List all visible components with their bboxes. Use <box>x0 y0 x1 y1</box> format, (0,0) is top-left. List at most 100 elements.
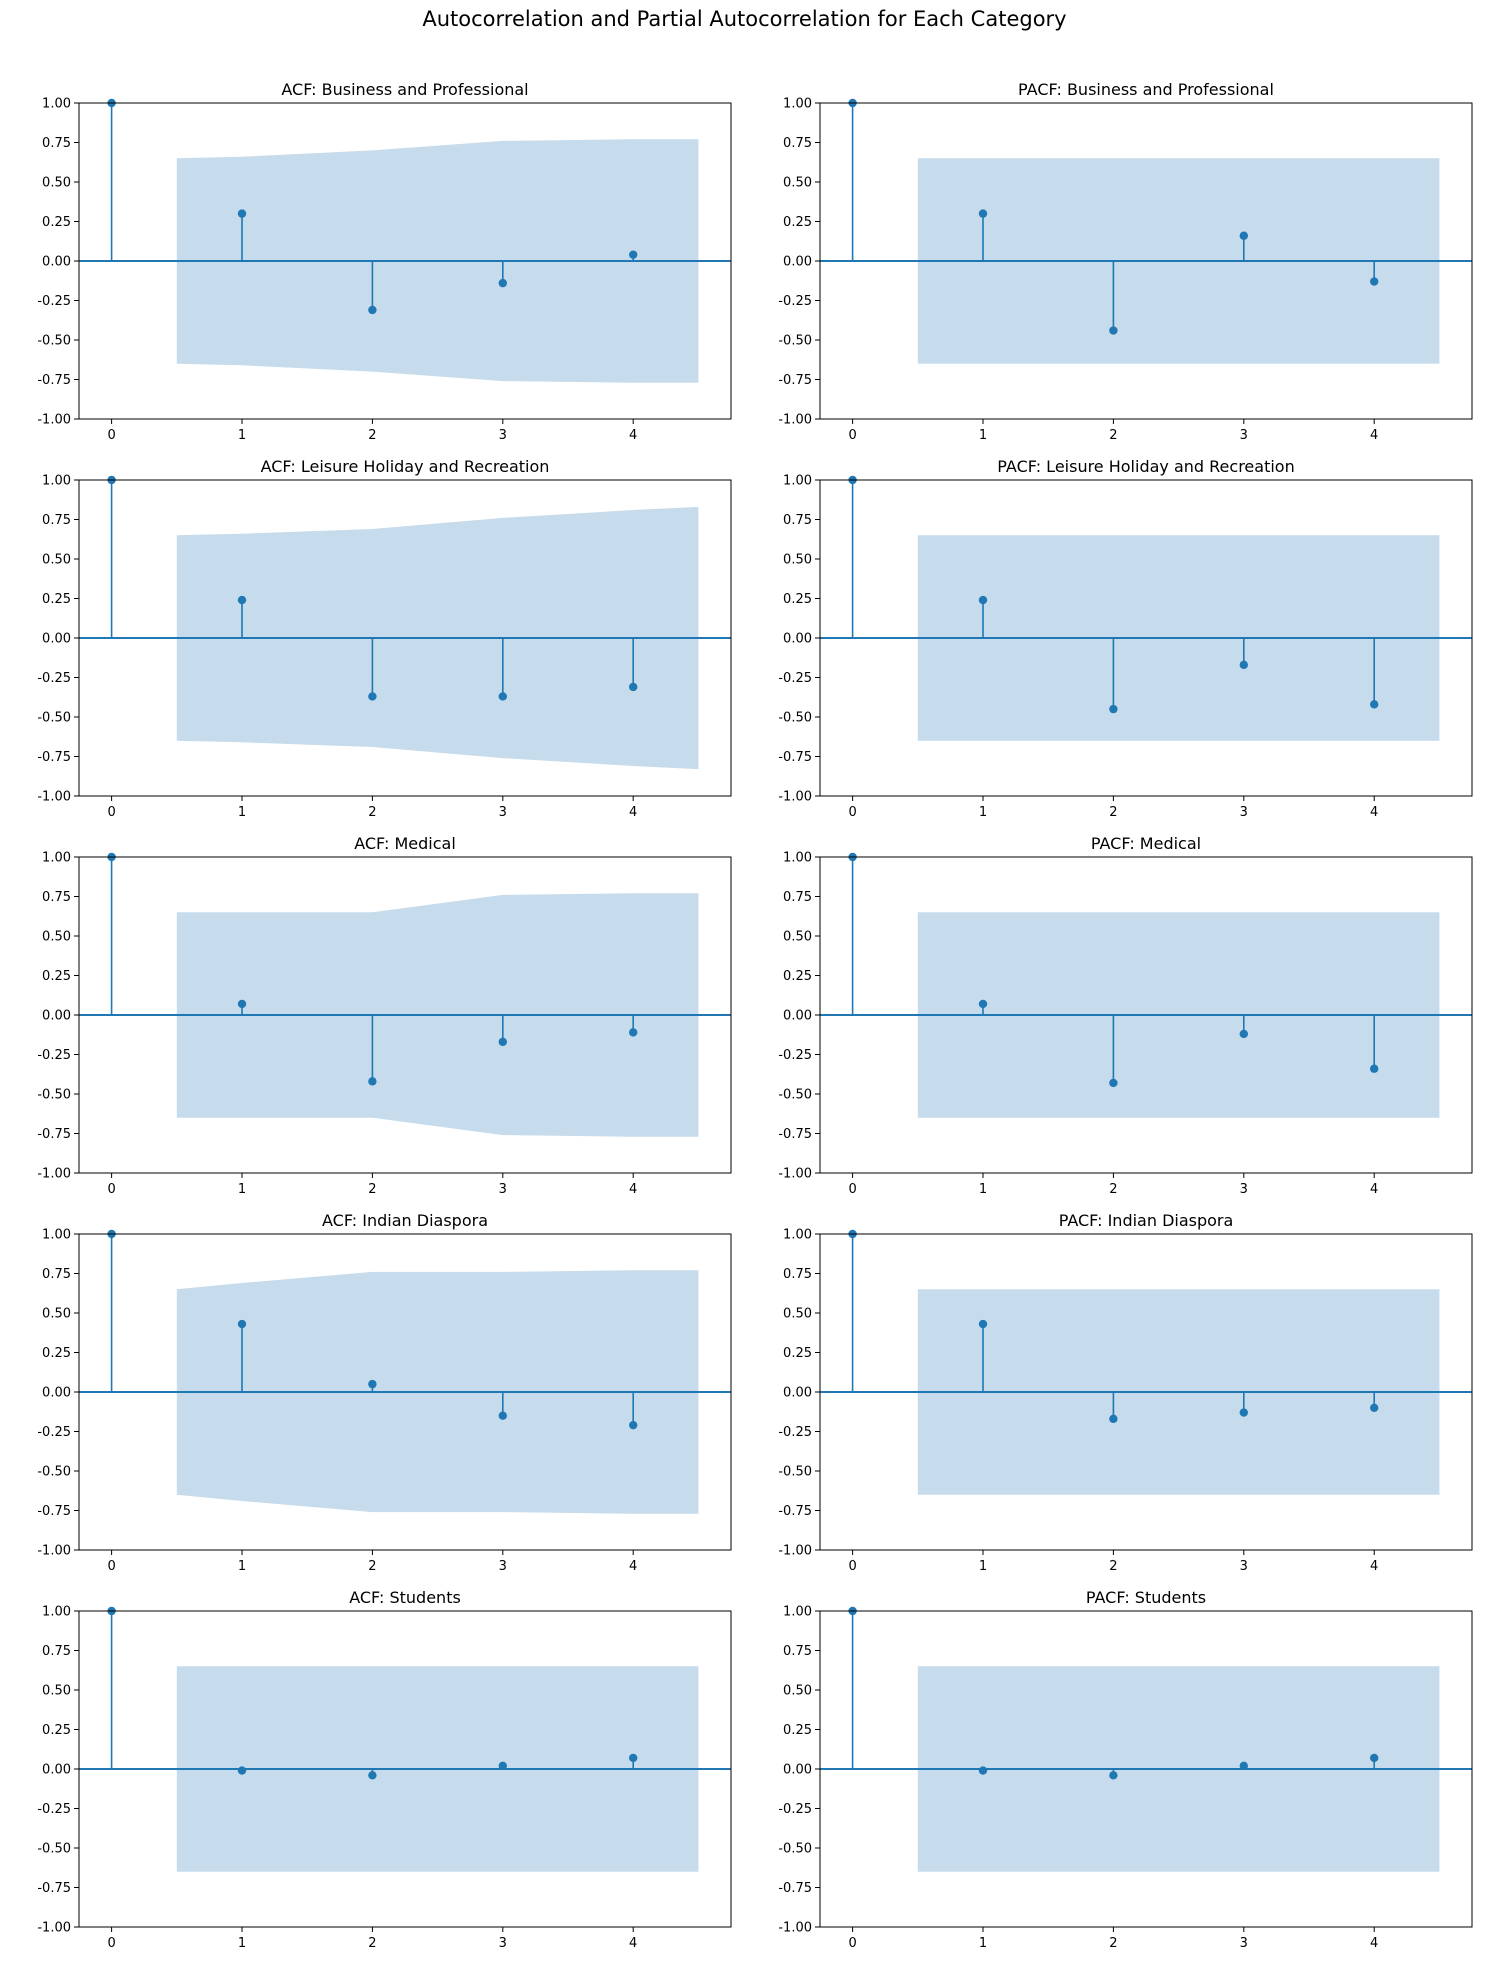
subplot-title: ACF: Leisure Holiday and Recreation <box>261 457 550 476</box>
y-tick-label: -0.25 <box>37 1425 71 1440</box>
y-tick-label: 0.75 <box>783 1644 812 1659</box>
x-tick-label: 2 <box>1109 805 1117 820</box>
x-tick-label: 1 <box>979 1559 987 1574</box>
x-tick-label: 0 <box>107 1936 115 1951</box>
y-tick-label: 0.25 <box>42 1346 71 1361</box>
marker-lag-2 <box>368 1771 377 1780</box>
y-tick-label: -0.50 <box>37 1088 71 1103</box>
x-tick-label: 1 <box>238 1559 246 1574</box>
y-tick-label: -0.25 <box>37 1802 71 1817</box>
x-tick-label: 2 <box>368 1559 376 1574</box>
marker-lag-1 <box>237 209 247 218</box>
y-tick-label: 0.00 <box>42 632 71 647</box>
x-tick-label: 1 <box>238 1182 246 1197</box>
marker-lag-4 <box>629 1753 638 1763</box>
subplot-title: ACF: Students <box>349 1588 461 1607</box>
y-tick-label: 0.00 <box>42 1386 71 1401</box>
y-tick-label: 0.75 <box>783 1267 812 1282</box>
y-tick-label: 0.75 <box>783 136 812 151</box>
x-tick-label: 4 <box>1370 1936 1378 1951</box>
y-tick-label: 1.00 <box>42 1228 71 1243</box>
marker-lag-2 <box>1109 1771 1118 1780</box>
y-tick-label: -1.00 <box>778 413 812 428</box>
marker-lag-4 <box>1370 277 1379 286</box>
subplot-title: PACF: Indian Diaspora <box>1059 1211 1234 1230</box>
y-tick-label: 0.75 <box>42 1267 71 1282</box>
y-tick-label: 1.00 <box>783 1605 812 1620</box>
marker-lag-3 <box>498 278 507 288</box>
y-tick-label: -0.75 <box>37 1504 71 1519</box>
marker-lag-2 <box>1109 704 1118 714</box>
y-tick-label: 0.75 <box>783 513 812 528</box>
y-tick-label: 0.25 <box>42 592 71 607</box>
subplot-pacf-4: -1.00 -0.75 -0.50 -0.25 0.00 0.25 0.50 0.75 1.00… <box>778 1211 1473 1574</box>
x-tick-label: 0 <box>848 805 856 820</box>
x-tick-label: 2 <box>1109 428 1117 443</box>
y-tick-label: 0.50 <box>42 1684 71 1699</box>
x-tick-label: 3 <box>1240 1182 1248 1197</box>
x-tick-label: 0 <box>107 1182 115 1197</box>
y-tick-label: -0.50 <box>778 1088 812 1103</box>
y-tick-label: 0.50 <box>42 176 71 191</box>
x-tick-label: 4 <box>629 1936 637 1951</box>
marker-lag-3 <box>498 1037 507 1047</box>
marker-lag-3 <box>498 1411 507 1420</box>
subplot-title: PACF: Medical <box>1091 834 1201 853</box>
y-tick-label: 0.00 <box>42 1009 71 1024</box>
x-tick-label: 0 <box>848 428 856 443</box>
marker-lag-3 <box>498 1761 507 1771</box>
marker-lag-2 <box>368 692 377 701</box>
marker-lag-2 <box>368 1077 377 1086</box>
y-tick-label: 0.00 <box>783 632 812 647</box>
x-tick-label: 2 <box>1109 1559 1117 1574</box>
x-tick-label: 0 <box>848 1559 856 1574</box>
marker-lag-2 <box>1109 326 1118 335</box>
x-tick-label: 4 <box>1370 1559 1378 1574</box>
y-tick-label: 1.00 <box>783 474 812 489</box>
marker-lag-4 <box>629 1420 638 1430</box>
y-tick-label: -0.50 <box>37 1465 71 1480</box>
marker-lag-1 <box>237 999 247 1009</box>
y-tick-label: -0.75 <box>37 373 71 388</box>
y-tick-label: -1.00 <box>778 1167 812 1182</box>
marker-lag-4 <box>1370 1753 1379 1763</box>
y-tick-label: 1.00 <box>42 851 71 866</box>
y-tick-label: -1.00 <box>778 790 812 805</box>
y-tick-label: -1.00 <box>37 1544 71 1559</box>
marker-lag-1 <box>978 209 988 218</box>
y-tick-label: -1.00 <box>37 790 71 805</box>
marker-lag-1 <box>237 1319 247 1329</box>
y-tick-label: 0.00 <box>783 1763 812 1778</box>
y-tick-label: -0.25 <box>778 1425 812 1440</box>
x-tick-label: 2 <box>1109 1182 1117 1197</box>
subplot-title: PACF: Leisure Holiday and Recreation <box>997 457 1294 476</box>
y-tick-label: 0.00 <box>42 255 71 270</box>
marker-lag-3 <box>1239 1408 1249 1417</box>
y-tick-label: -0.50 <box>778 711 812 726</box>
subplot-title: ACF: Medical <box>354 834 456 853</box>
x-tick-label: 3 <box>499 1559 507 1574</box>
x-tick-label: 1 <box>979 1936 987 1951</box>
y-tick-label: -0.50 <box>37 334 71 349</box>
subplot-pacf-1: -1.00 -0.75 -0.50 -0.25 0.00 0.25 0.50 0.75 1.00… <box>778 80 1473 443</box>
x-tick-label: 3 <box>1240 428 1248 443</box>
subplot-pacf-3: -1.00 -0.75 -0.50 -0.25 0.00 0.25 0.50 0.75 1.00… <box>778 834 1473 1197</box>
y-tick-label: 0.25 <box>783 1346 812 1361</box>
x-tick-label: 0 <box>107 805 115 820</box>
y-tick-label: 0.25 <box>42 969 71 984</box>
y-tick-label: 0.25 <box>783 215 812 230</box>
x-tick-label: 0 <box>848 1936 856 1951</box>
y-tick-label: 0.50 <box>42 1307 71 1322</box>
y-tick-label: -1.00 <box>778 1921 812 1936</box>
y-tick-label: 0.00 <box>42 1763 71 1778</box>
y-tick-label: 1.00 <box>42 474 71 489</box>
y-tick-label: -1.00 <box>37 1921 71 1936</box>
x-tick-label: 2 <box>368 805 376 820</box>
y-tick-label: -1.00 <box>778 1544 812 1559</box>
y-tick-label: 0.25 <box>42 215 71 230</box>
marker-lag-3 <box>498 692 507 701</box>
subplot-acf-3: -1.00 -0.75 -0.50 -0.25 0.00 0.25 0.50 0.75 1.00… <box>37 834 732 1197</box>
marker-lag-3 <box>1239 1761 1249 1771</box>
y-tick-label: 0.50 <box>783 1307 812 1322</box>
y-tick-label: -0.25 <box>37 671 71 686</box>
